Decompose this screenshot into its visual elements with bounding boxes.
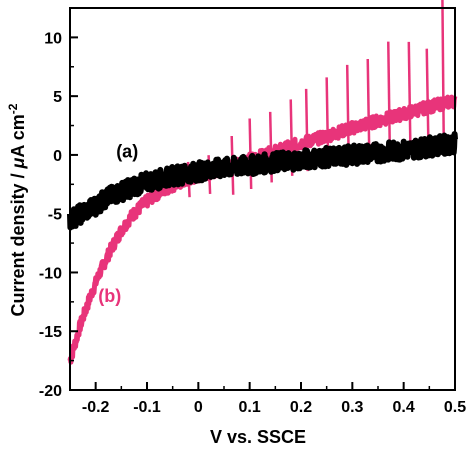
plot-frame	[69, 7, 456, 391]
series-spike	[366, 58, 371, 154]
y-tick-label: 10	[44, 30, 62, 47]
y-axis-label-exp: -2	[6, 103, 20, 114]
x-tick-label: 0.3	[341, 399, 363, 416]
x-tick-label: 0.4	[393, 399, 415, 416]
y-tick-label: -15	[39, 324, 62, 341]
y-axis-label: Current density / μA cm-2	[6, 103, 28, 316]
y-axis-label-unit: A cm	[8, 114, 28, 157]
series-spike	[387, 41, 392, 148]
y-axis-label-main: Current density /	[8, 168, 28, 316]
series-a	[67, 131, 458, 231]
series-line	[67, 131, 458, 231]
y-tick-label: -5	[48, 207, 62, 224]
x-tick-label: 0	[194, 399, 203, 416]
y-tick-label: 0	[53, 148, 62, 165]
x-tick-label: 0.2	[290, 399, 312, 416]
series-spike	[441, 0, 445, 134]
x-tick-label: 0.1	[239, 399, 261, 416]
axis-layer: -0.2 -0.1 0 0.1 0.2 0.3 0.4 0.5 -20 -15 -10 -5 0 5 10	[39, 7, 466, 416]
y-axis-label-mu: μ	[8, 157, 28, 169]
series-spike	[407, 41, 412, 142]
series-label-a: (a)	[116, 141, 138, 161]
series-layer: (a) (b)	[67, 0, 458, 365]
series-line	[67, 94, 458, 365]
x-tick-label: -0.2	[82, 399, 110, 416]
series-label-b: (b)	[98, 286, 121, 306]
y-tick-label: 5	[53, 89, 62, 106]
series-spike	[425, 48, 430, 137]
x-tick-label: -0.1	[133, 399, 161, 416]
y-tick-label: -20	[39, 383, 62, 400]
x-axis-label: V vs. SSCE	[210, 427, 306, 447]
y-tick-label: -10	[39, 265, 62, 282]
x-tick-label: 0.5	[444, 399, 466, 416]
